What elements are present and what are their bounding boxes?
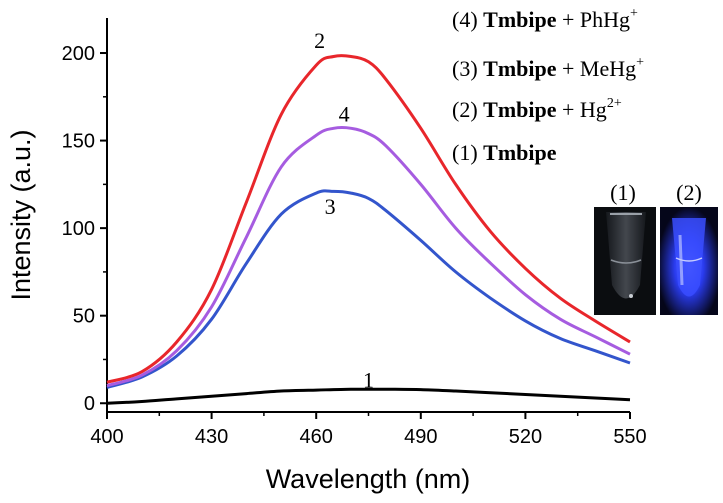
series-line-2: [106, 54, 631, 384]
vial-photo-tmbipe: [594, 207, 656, 315]
y-tick-label: 200: [62, 43, 95, 65]
legend: (4) Tmbipe + PhHg+ (3) Tmbipe + MeHg+ (2…: [452, 6, 644, 165]
axis-ticks: 400 430 460 490 520 550 0 50 100 150 200: [62, 43, 647, 448]
series-line-3: [106, 189, 631, 389]
series-line-1: [106, 387, 631, 405]
x-tick-label: 430: [195, 426, 228, 448]
curve-labels: 1 2 3 4: [314, 28, 374, 393]
x-axis-title: Wavelength (nm): [266, 464, 471, 494]
y-axis-title: Intensity (a.u.): [6, 129, 36, 300]
x-tick-label: 520: [509, 426, 542, 448]
photo-caption-2: (2): [676, 180, 702, 205]
photo-caption-1: (1): [610, 180, 636, 205]
y-tick-label: 150: [62, 131, 95, 153]
legend-item-4: (4) Tmbipe + PhHg+: [452, 6, 638, 32]
x-tick-label: 550: [613, 426, 646, 448]
y-tick-label: 50: [73, 306, 95, 328]
curve-label-4: 4: [339, 101, 350, 126]
x-tick-label: 490: [404, 426, 437, 448]
vial-photo-tmbipe-hg: [660, 207, 718, 315]
series-curves: [106, 54, 631, 405]
y-tick-label: 100: [62, 218, 95, 240]
curve-label-2: 2: [314, 28, 325, 53]
curve-label-1: 1: [363, 367, 374, 392]
legend-item-3: (3) Tmbipe + MeHg+: [452, 55, 644, 81]
y-tick-label: 0: [84, 393, 95, 415]
curve-label-3: 3: [325, 194, 336, 219]
x-tick-label: 460: [300, 426, 333, 448]
legend-item-2: (2) Tmbipe + Hg2+: [452, 96, 622, 122]
series-line-4: [106, 126, 631, 388]
legend-item-1: (1) Tmbipe: [452, 140, 557, 165]
x-tick-label: 400: [90, 426, 123, 448]
